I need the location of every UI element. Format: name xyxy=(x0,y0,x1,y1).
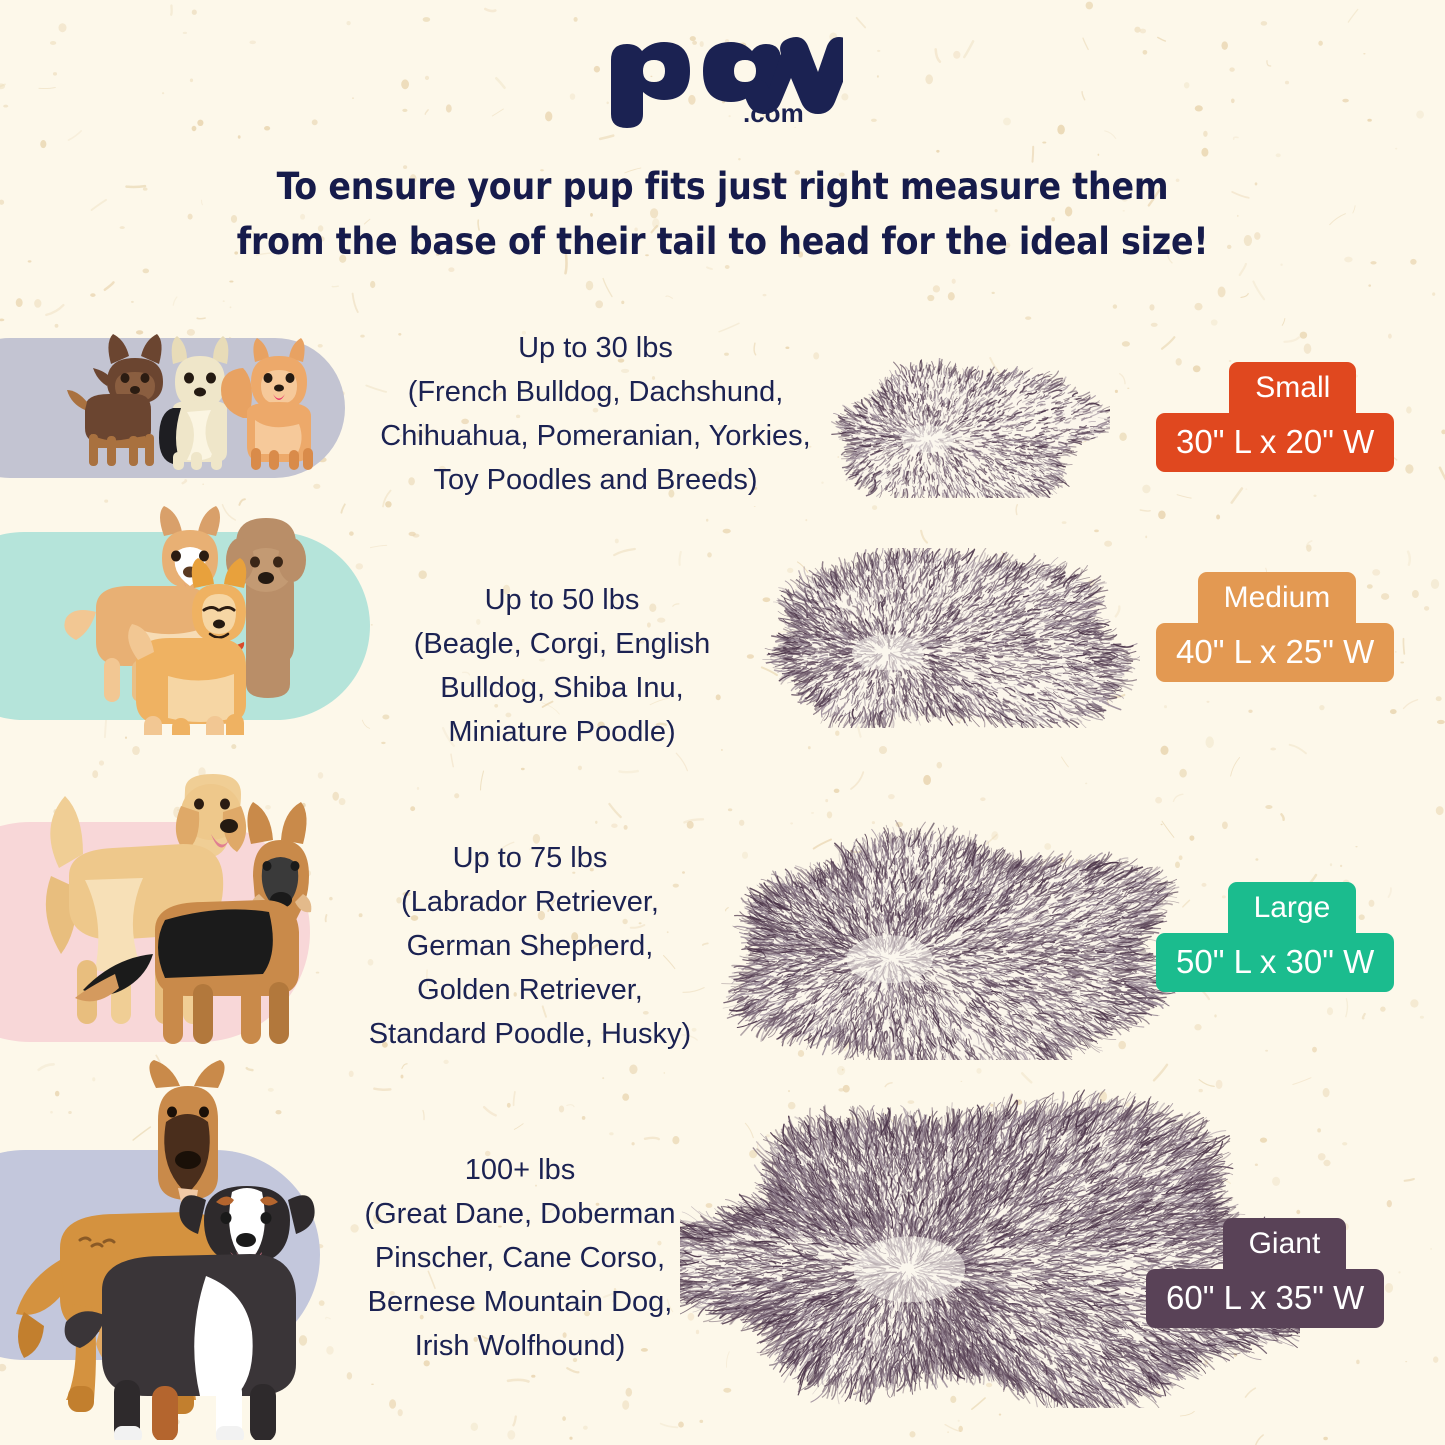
weight-line-small: Up to 30 lbs xyxy=(368,326,823,370)
dog-rug-small xyxy=(831,358,1110,498)
breed-line-giant-2: Bernese Mountain Dog, xyxy=(320,1280,720,1324)
dog-illustration-medium xyxy=(64,506,306,735)
size-badge-large: Large 50" L x 30" W xyxy=(1156,882,1395,992)
paw-logo[interactable]: .com xyxy=(0,30,1445,130)
dog-illustration-small xyxy=(67,334,313,470)
breed-text-large: Up to 75 lbs (Labrador Retriever, German… xyxy=(330,836,730,1056)
breed-line-medium-0: (Beagle, Corgi, English xyxy=(382,622,742,666)
dog-german-shepherd xyxy=(75,802,312,1044)
size-badge-label-medium: Medium xyxy=(1197,572,1357,625)
dog-bernese-mountain-dog xyxy=(64,1186,315,1440)
size-badge-label-small: Small xyxy=(1229,362,1357,415)
size-badge-label-giant: Giant xyxy=(1222,1218,1347,1271)
breed-line-large-3: Standard Poodle, Husky) xyxy=(330,1012,730,1056)
breed-text-small: Up to 30 lbs (French Bulldog, Dachshund,… xyxy=(368,326,823,502)
breed-text-giant: 100+ lbs (Great Dane, Doberman Pinscher,… xyxy=(320,1148,720,1368)
logo-dotcom-text: .com xyxy=(743,98,804,128)
dog-illustration-giant xyxy=(16,1060,315,1440)
dog-yorkshire-terrier xyxy=(159,336,229,470)
size-badge-dims-large: 50" L x 30" W xyxy=(1156,933,1395,992)
dog-rug-giant xyxy=(680,1089,1300,1408)
size-badge-dims-giant: 60" L x 35" W xyxy=(1146,1269,1385,1328)
dog-rug-large xyxy=(721,820,1180,1060)
breed-line-giant-1: Pinscher, Cane Corso, xyxy=(320,1236,720,1280)
breed-text-medium: Up to 50 lbs (Beagle, Corgi, English Bul… xyxy=(382,578,742,754)
size-badge-dims-medium: 40" L x 25" W xyxy=(1156,623,1395,682)
breed-line-giant-3: Irish Wolfhound) xyxy=(320,1324,720,1368)
weight-line-large: Up to 75 lbs xyxy=(330,836,730,880)
breed-line-small-1: Chihuahua, Pomeranian, Yorkies, xyxy=(368,414,823,458)
dog-illustration-large xyxy=(45,774,312,1044)
breed-line-large-0: (Labrador Retriever, xyxy=(330,880,730,924)
page-headline: To ensure your pup fits just right measu… xyxy=(0,160,1445,270)
breed-line-medium-2: Miniature Poodle) xyxy=(382,710,742,754)
breed-line-medium-1: Bulldog, Shiba Inu, xyxy=(382,666,742,710)
breed-line-large-1: German Shepherd, xyxy=(330,924,730,968)
breed-line-small-0: (French Bulldog, Dachshund, xyxy=(368,370,823,414)
paw-logo-mark: .com xyxy=(610,37,843,128)
size-badge-label-large: Large xyxy=(1227,882,1357,935)
headline-line-1: To ensure your pup fits just right measu… xyxy=(0,160,1445,215)
dog-chihuahua xyxy=(67,334,163,466)
breed-line-small-2: Toy Poodles and Breeds) xyxy=(368,458,823,502)
size-badge-medium: Medium 40" L x 25" W xyxy=(1156,572,1395,682)
dog-poodle xyxy=(226,518,306,698)
size-badge-small: Small 30" L x 20" W xyxy=(1156,362,1395,472)
dog-shiba-inu xyxy=(128,558,247,735)
weight-line-giant: 100+ lbs xyxy=(320,1148,720,1192)
weight-line-medium: Up to 50 lbs xyxy=(382,578,742,622)
breed-line-large-2: Golden Retriever, xyxy=(330,968,730,1012)
size-badge-dims-small: 30" L x 20" W xyxy=(1156,413,1395,472)
dog-pomeranian xyxy=(221,338,313,470)
breed-line-giant-0: (Great Dane, Doberman xyxy=(320,1192,720,1236)
dog-rug-medium xyxy=(762,548,1140,728)
headline-line-2: from the base of their tail to head for … xyxy=(0,215,1445,270)
size-badge-giant: Giant 60" L x 35" W xyxy=(1146,1218,1385,1328)
